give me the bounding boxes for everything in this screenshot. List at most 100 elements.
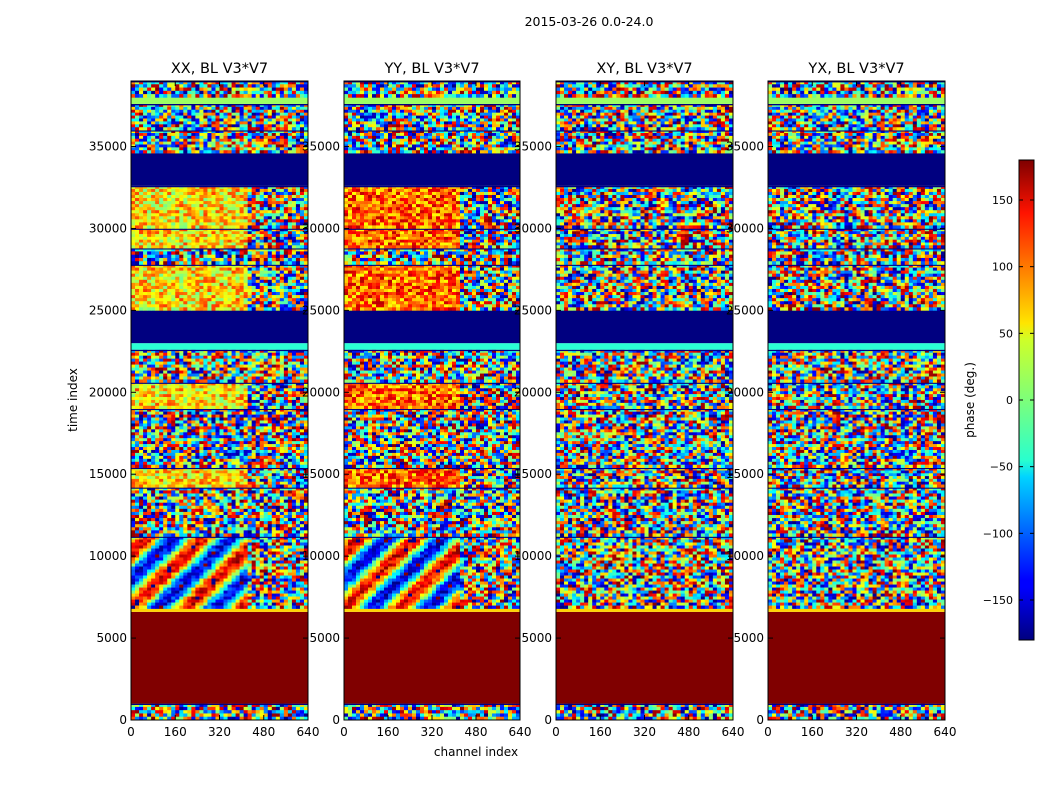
x-tick-label: 320 — [845, 725, 868, 739]
band-separator — [344, 703, 520, 706]
colorbar-tick-label: 100 — [992, 261, 1013, 274]
flagged-band — [556, 310, 733, 344]
y-tick-label: 20000 — [514, 385, 552, 399]
flagged-band — [556, 153, 733, 186]
y-tick-label: 5000 — [733, 631, 764, 645]
band-separator — [768, 382, 945, 384]
band-separator — [131, 467, 308, 470]
band — [768, 97, 945, 104]
band-separator — [131, 248, 308, 250]
x-tick-label: 0 — [552, 725, 560, 739]
x-tick-label: 320 — [208, 725, 231, 739]
y-tick-label: 20000 — [89, 385, 127, 399]
panel-title: XX, BL V3*V7 — [171, 61, 268, 77]
band-separator — [131, 264, 308, 266]
y-tick-label: 20000 — [726, 385, 764, 399]
colorbar-ticks: −150 −100 −50 0 50 100 150 — [983, 194, 1034, 607]
band-separator — [344, 408, 520, 411]
band-separator — [131, 130, 308, 132]
flagged-band — [768, 310, 945, 344]
band-separator — [768, 264, 945, 266]
band — [556, 97, 733, 104]
y-tick-label: 35000 — [89, 140, 127, 154]
band-separator — [768, 349, 945, 352]
band-separator — [344, 382, 520, 384]
panels: XX, BL V3*V7 YY, BL V3*V7 XY, BL V3*V7 YX, … — [130, 61, 946, 721]
band — [344, 608, 520, 612]
y-axis-label: time index — [66, 368, 80, 432]
figure-title: 2015-03-26 0.0-24.0 — [525, 14, 654, 29]
panel-image — [768, 81, 945, 720]
band — [344, 97, 520, 104]
flagged-band — [344, 310, 520, 344]
x-tick-label: 320 — [633, 725, 656, 739]
y-tick-label: 0 — [544, 713, 552, 727]
band-separator — [556, 349, 733, 352]
y-tick-label: 5000 — [309, 631, 340, 645]
band-separator — [768, 408, 945, 411]
colorbar-tick-label: 150 — [992, 194, 1013, 207]
band-separator — [556, 382, 733, 384]
colorbar-tick-label: −100 — [983, 527, 1013, 540]
y-tick-label: 35000 — [726, 140, 764, 154]
x-tick-label: 640 — [509, 725, 532, 739]
x-tick-label: 160 — [164, 725, 187, 739]
y-tick-label: 10000 — [726, 549, 764, 563]
band-separator — [768, 487, 945, 489]
band-separator — [344, 103, 520, 106]
band-separator — [344, 130, 520, 132]
y-tick-label: 0 — [332, 713, 340, 727]
band-separator — [131, 185, 308, 188]
band-separator — [556, 228, 733, 230]
band-separator — [556, 185, 733, 188]
band-separator — [344, 536, 520, 538]
x-tick-label: 640 — [297, 725, 320, 739]
x-tick-label: 640 — [722, 725, 745, 739]
flagged-band — [344, 611, 520, 704]
panel-title: YX, BL V3*V7 — [807, 61, 904, 77]
y-tick-label: 10000 — [89, 549, 127, 563]
band — [131, 343, 308, 350]
panel-xx: XX, BL V3*V7 — [130, 61, 309, 721]
band-separator — [556, 264, 733, 266]
x-tick-label: 320 — [421, 725, 444, 739]
band-separator — [768, 248, 945, 250]
band — [344, 343, 520, 350]
band-separator — [131, 487, 308, 489]
band-separator — [344, 228, 520, 230]
x-tick-label: 0 — [340, 725, 348, 739]
band — [556, 343, 733, 350]
x-axis-label: channel index — [434, 745, 518, 759]
y-tick-label: 25000 — [726, 303, 764, 317]
band — [556, 608, 733, 612]
band — [131, 608, 308, 612]
panel-title: YY, BL V3*V7 — [383, 61, 479, 77]
band-separator — [556, 536, 733, 538]
colorbar-tick-label: −150 — [983, 594, 1013, 607]
panel-yy: YY, BL V3*V7 — [343, 61, 521, 721]
flagged-band — [556, 611, 733, 704]
band-separator — [131, 408, 308, 411]
band-separator — [556, 103, 733, 106]
y-tick-label: 10000 — [302, 549, 340, 563]
colorbar: −150 −100 −50 0 50 100 150 phase (deg.) — [963, 159, 1035, 641]
x-tick-label: 480 — [889, 725, 912, 739]
panel-image — [556, 81, 733, 720]
band-separator — [344, 487, 520, 489]
x-tick-label: 160 — [377, 725, 400, 739]
band-separator — [344, 185, 520, 188]
panel-yx: YX, BL V3*V7 — [767, 61, 946, 721]
x-tick-label: 0 — [764, 725, 772, 739]
flagged-band — [131, 153, 308, 186]
band-separator — [768, 130, 945, 132]
y-tick-label: 15000 — [302, 467, 340, 481]
flagged-band — [768, 153, 945, 186]
band-separator — [768, 467, 945, 470]
band-separator — [768, 228, 945, 230]
y-tick-label: 10000 — [514, 549, 552, 563]
band — [768, 343, 945, 350]
x-tick-label: 160 — [801, 725, 824, 739]
band-separator — [768, 536, 945, 538]
y-tick-label: 0 — [756, 713, 764, 727]
